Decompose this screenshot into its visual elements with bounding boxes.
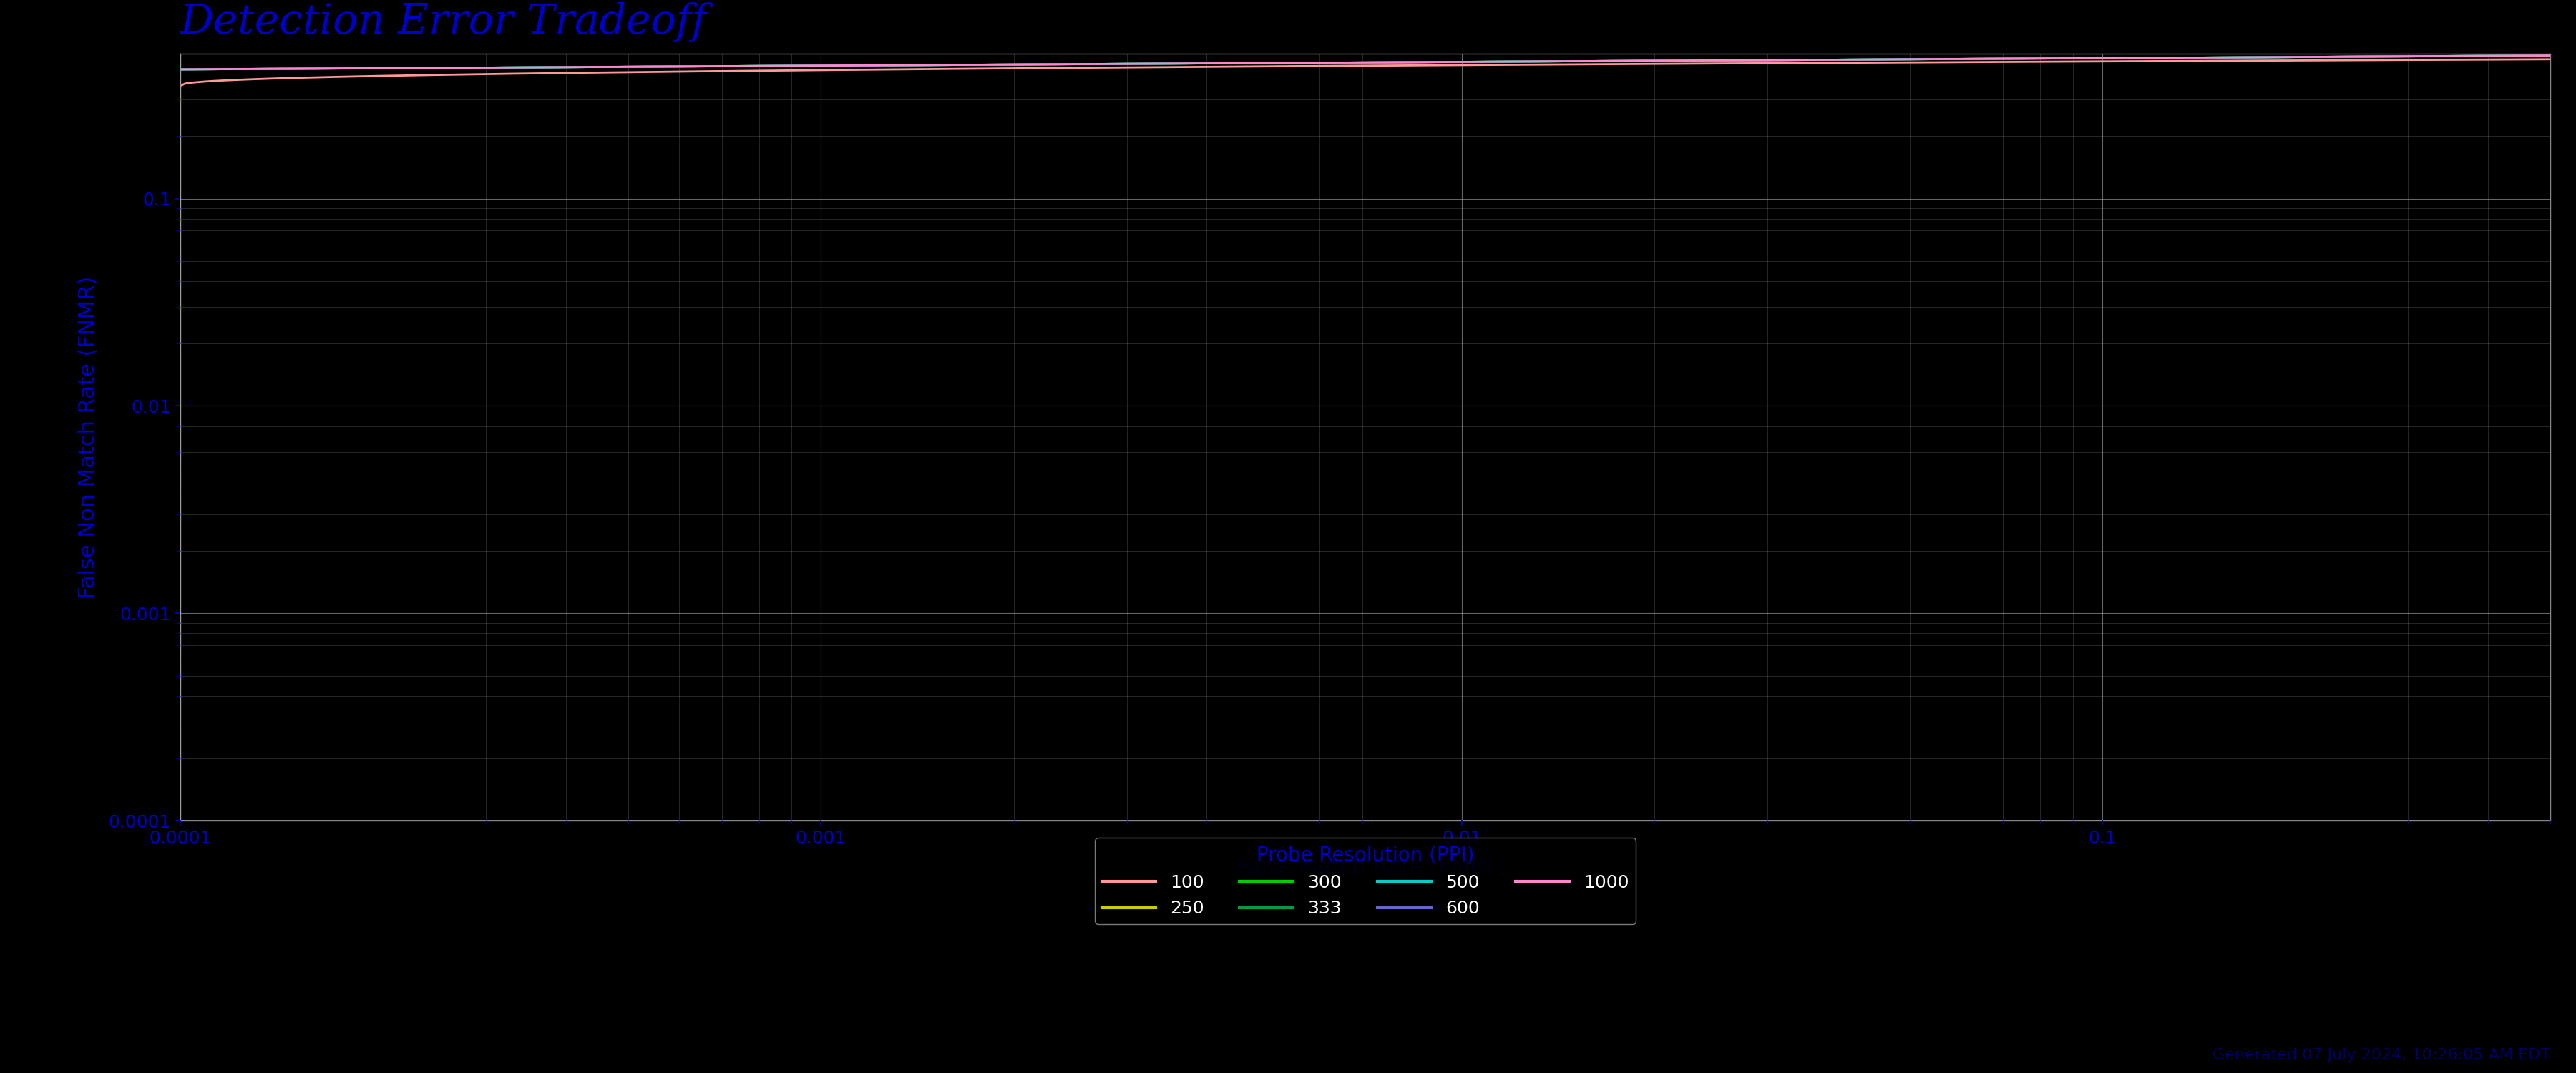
Line: 1000: 1000 <box>180 56 2550 70</box>
250 <box>165 63 196 76</box>
100 <box>2107 55 2138 68</box>
333 <box>2478 49 2509 62</box>
333 <box>1577 55 1607 68</box>
333 <box>2535 49 2566 62</box>
250 <box>1577 55 1607 68</box>
100 <box>165 79 196 92</box>
600 <box>2107 52 2138 64</box>
250 <box>1303 56 1334 69</box>
250 <box>2535 49 2566 62</box>
Line: 250: 250 <box>180 56 2550 70</box>
300 <box>1303 56 1334 69</box>
250 <box>1448 56 1479 69</box>
600 <box>1577 55 1607 68</box>
Line: 100: 100 <box>180 59 2550 86</box>
100 <box>2478 53 2509 65</box>
333 <box>165 63 196 76</box>
Text: Detection Error Tradeoff: Detection Error Tradeoff <box>180 2 708 43</box>
Y-axis label: False Non Match Rate (FNMR): False Non Match Rate (FNMR) <box>77 276 98 599</box>
300 <box>1448 56 1479 69</box>
300 <box>165 63 196 76</box>
500 <box>2107 52 2138 64</box>
500 <box>1577 55 1607 68</box>
333 <box>1291 56 1321 69</box>
100 <box>1448 59 1479 72</box>
500 <box>1291 56 1321 69</box>
100 <box>1577 58 1607 71</box>
100 <box>2535 53 2566 65</box>
1000 <box>165 63 196 76</box>
300 <box>2478 49 2509 62</box>
333 <box>2107 52 2138 64</box>
1000 <box>2107 52 2138 64</box>
1000 <box>1291 56 1321 69</box>
1000 <box>1303 56 1334 69</box>
Line: 600: 600 <box>180 56 2550 70</box>
Line: 300: 300 <box>180 56 2550 70</box>
300 <box>2107 52 2138 64</box>
1000 <box>2535 49 2566 62</box>
600 <box>1448 56 1479 69</box>
333 <box>1448 56 1479 69</box>
100 <box>1291 60 1321 73</box>
300 <box>1291 56 1321 69</box>
1000 <box>1577 55 1607 68</box>
Legend: 100, 250, 300, 333, 500, 600, 1000: 100, 250, 300, 333, 500, 600, 1000 <box>1095 838 1636 925</box>
1000 <box>2478 49 2509 62</box>
1000 <box>1448 56 1479 69</box>
500 <box>2478 49 2509 62</box>
300 <box>1577 55 1607 68</box>
600 <box>2478 49 2509 62</box>
600 <box>1303 56 1334 69</box>
500 <box>1303 56 1334 69</box>
600 <box>165 63 196 76</box>
600 <box>1291 56 1321 69</box>
500 <box>1448 56 1479 69</box>
Text: Generated 07 July 2024, 10:26:05 AM EDT: Generated 07 July 2024, 10:26:05 AM EDT <box>2213 1048 2550 1062</box>
X-axis label: False Match Rate (FMR): False Match Rate (FMR) <box>1236 857 1494 878</box>
600 <box>2535 49 2566 62</box>
500 <box>2535 49 2566 62</box>
250 <box>1291 56 1321 69</box>
250 <box>2107 52 2138 64</box>
250 <box>2478 49 2509 62</box>
Line: 333: 333 <box>180 56 2550 70</box>
333 <box>1303 56 1334 69</box>
300 <box>2535 49 2566 62</box>
100 <box>1303 59 1334 72</box>
500 <box>165 63 196 76</box>
Line: 500: 500 <box>180 56 2550 70</box>
